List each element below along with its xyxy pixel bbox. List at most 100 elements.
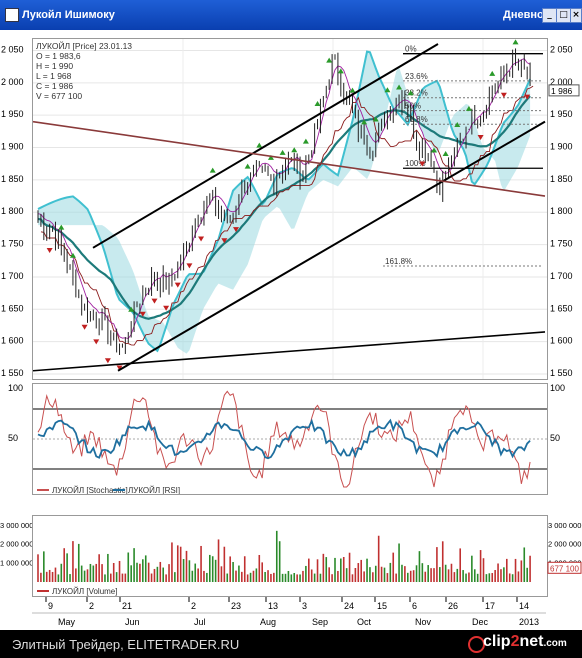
day-label: 9 bbox=[48, 601, 53, 611]
buy-signal-marker bbox=[361, 119, 368, 125]
day-label: 15 bbox=[377, 601, 387, 611]
resistance-line bbox=[32, 120, 546, 197]
price-tick-label: 1 600 bbox=[1, 336, 24, 346]
buy-signal-marker bbox=[372, 116, 379, 122]
price-tick-label: 1 750 bbox=[1, 239, 24, 249]
price-tick-label: 2 050 bbox=[550, 44, 573, 54]
fibonacci-label: 50% bbox=[405, 102, 421, 111]
sell-signal-marker bbox=[477, 134, 484, 140]
volume-tick-label: 2 000 000 bbox=[548, 540, 581, 549]
price-tick-label: 2 000 bbox=[550, 77, 573, 87]
sell-signal-marker bbox=[221, 238, 228, 244]
price-tick-label: 1 650 bbox=[550, 303, 573, 313]
senkou-span-a-line bbox=[37, 50, 531, 353]
price-tick-label: 1 950 bbox=[1, 109, 24, 119]
stochastic-line bbox=[37, 390, 531, 488]
volume-tick-label: 3 000 000 bbox=[548, 521, 581, 530]
sell-signal-marker bbox=[93, 339, 100, 345]
timeframe-label[interactable]: Дневной bbox=[503, 9, 551, 21]
price-chart: 0% 23.6% 38.2% 50% 61.8% 100% 161.8% ЛУКОЙЛ [P… bbox=[32, 39, 547, 379]
trend-lines bbox=[32, 43, 546, 372]
buy-signal-marker bbox=[407, 90, 414, 96]
price-tick-label: 1 900 bbox=[1, 142, 24, 152]
legend-label: ЛУКОЙЛ [Volume] bbox=[52, 587, 117, 596]
volume-left-axis: 3 000 000 2 000 000 1 000 000 bbox=[0, 515, 33, 595]
footer: Элитный Трейдер, ELITETRADER.RU clip2net… bbox=[0, 630, 582, 658]
support-line bbox=[32, 331, 546, 372]
signal-markers bbox=[46, 39, 531, 371]
price-tick-label: 1 700 bbox=[1, 271, 24, 281]
buy-signal-marker bbox=[267, 154, 274, 160]
buy-signal-marker bbox=[512, 39, 519, 45]
fibonacci-label: 38.2% bbox=[405, 89, 428, 98]
price-tick-label: 1 550 bbox=[1, 368, 24, 378]
time-axis: 9 2 21 2 23 13 3 24 15 6 26 17 14 May Jun Jul Aug Sep Oct N… bbox=[32, 596, 546, 631]
price-left-axis: 2 050 2 000 1 950 1 900 1 850 1 800 1 750 1 700… bbox=[0, 38, 32, 378]
month-label: May bbox=[58, 617, 76, 627]
day-label: 23 bbox=[231, 601, 241, 611]
price-info-line: C = 1 986 bbox=[36, 81, 73, 91]
buy-signal-marker bbox=[489, 70, 496, 76]
oscillator-y-axis: 100 50 bbox=[547, 383, 582, 493]
sell-signal-marker bbox=[186, 263, 193, 269]
clip2net-logo-icon bbox=[468, 636, 485, 653]
sell-signal-marker bbox=[500, 92, 507, 98]
price-tick-label: 1 800 bbox=[1, 206, 24, 216]
legend-label: ЛУКОЙЛ [RSI] bbox=[128, 486, 180, 494]
volume-chart: ЛУКОЙЛ [Volume] bbox=[37, 530, 531, 596]
buy-signal-marker bbox=[128, 306, 135, 312]
buy-signal-marker bbox=[244, 163, 251, 169]
clip2net-logo: clip2net.com bbox=[483, 633, 567, 650]
day-label: 6 bbox=[412, 601, 417, 611]
buy-signal-marker bbox=[302, 138, 309, 144]
price-tick-label: 1 600 bbox=[550, 336, 573, 346]
price-tick-label: 2 050 bbox=[1, 44, 24, 54]
oscillator-tick-label: 50 bbox=[8, 433, 18, 443]
sell-signal-marker bbox=[104, 358, 111, 364]
oscillator-panel[interactable]: ЛУКОЙЛ [Stochastic] ЛУКОЙЛ [RSI] bbox=[32, 383, 548, 495]
title-bar: Лукойл Ишимоку Дневной _ □ × bbox=[0, 0, 582, 30]
price-info-line: V = 677 100 bbox=[36, 91, 82, 101]
month-label: Dec bbox=[472, 617, 489, 627]
sell-signal-marker bbox=[174, 282, 181, 288]
oscillator-tick-label: 50 bbox=[550, 433, 560, 443]
price-tick-label: 2 000 bbox=[1, 77, 24, 87]
sell-signal-marker bbox=[233, 227, 239, 233]
channel-upper-line bbox=[92, 43, 439, 249]
buy-signal-marker bbox=[326, 57, 333, 63]
buy-signal-marker bbox=[69, 252, 76, 258]
maximize-button[interactable]: □ bbox=[556, 8, 571, 23]
cloud-area bbox=[38, 51, 531, 354]
buy-signal-marker bbox=[384, 87, 391, 93]
buy-signal-marker bbox=[465, 105, 472, 111]
buy-signal-marker bbox=[209, 167, 216, 173]
sell-signal-marker bbox=[198, 236, 205, 242]
buy-signal-marker bbox=[442, 150, 449, 156]
month-label: Oct bbox=[357, 617, 372, 627]
rsi-line bbox=[37, 418, 531, 460]
month-label: Jun bbox=[125, 617, 140, 627]
senkou-span-b-line bbox=[37, 95, 531, 320]
volume-tick-label: 2 000 000 bbox=[0, 540, 32, 549]
buy-signal-marker bbox=[256, 142, 263, 148]
fibonacci-label: 61.8% bbox=[405, 115, 428, 124]
month-label: Nov bbox=[415, 617, 432, 627]
volume-tick-label: 3 000 000 bbox=[0, 521, 32, 530]
day-label: 3 bbox=[302, 601, 307, 611]
day-label: 26 bbox=[448, 601, 458, 611]
price-info-line: ЛУКОЙЛ [Price] 23.01.13 bbox=[36, 40, 132, 51]
price-panel[interactable]: 0% 23.6% 38.2% 50% 61.8% 100% 161.8% ЛУКОЙЛ [P… bbox=[32, 38, 548, 380]
month-label: Aug bbox=[260, 617, 276, 627]
current-price-label: 1 986 bbox=[551, 86, 573, 96]
minimize-button[interactable]: _ bbox=[542, 8, 557, 23]
buy-signal-marker bbox=[396, 84, 403, 90]
fibonacci-label: 23.6% bbox=[405, 72, 428, 81]
sell-signal-marker bbox=[163, 305, 170, 311]
window-title: Лукойл Ишимоку bbox=[22, 9, 115, 21]
volume-panel[interactable]: ЛУКОЙЛ [Volume] bbox=[32, 515, 548, 597]
oscillator-tick-label: 100 bbox=[550, 383, 565, 393]
price-tick-label: 1 700 bbox=[550, 271, 573, 281]
fibonacci-label: 100% bbox=[405, 159, 425, 168]
close-button[interactable]: × bbox=[570, 8, 582, 23]
sell-signal-marker bbox=[81, 324, 88, 330]
